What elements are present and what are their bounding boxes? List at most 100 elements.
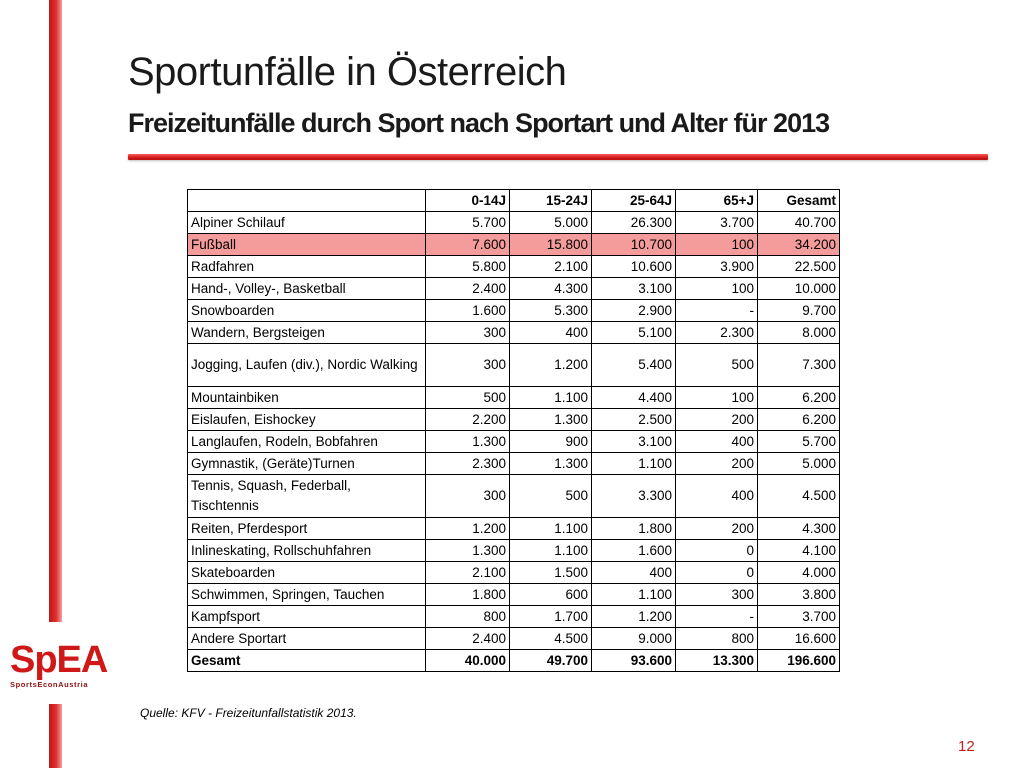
table-row: Langlaufen, Rodeln, Bobfahren 1.300 900 3.1…	[187, 430, 840, 453]
table-row: Hand-, Volley-, Basketball 2.400 4.300 3.10…	[187, 277, 840, 300]
table-row: Skateboarden 2.100 1.500 400 0 4.000	[187, 561, 840, 584]
cell-v1: 2.100	[509, 255, 592, 278]
cell-v1: 1.700	[509, 605, 592, 628]
title-underline-rule	[128, 154, 988, 160]
cell-total: 4.300	[757, 517, 840, 540]
table-row: Mountainbiken 500 1.100 4.400 100 6.200	[187, 386, 840, 409]
cell-v1: 15.800	[509, 233, 592, 256]
source-note: Quelle: KFV - Freizeitunfallstatistik 20…	[140, 706, 357, 720]
cell-v1: 1.300	[509, 452, 592, 475]
cell-total: 6.200	[757, 386, 840, 409]
row-label: Skateboarden	[187, 561, 426, 584]
row-label: Tennis, Squash, Federball, Tischtennis	[187, 474, 426, 518]
row-label: Alpiner Schilauf	[187, 211, 426, 234]
table-header-row: 0-14J 15-24J 25-64J 65+J Gesamt	[187, 189, 840, 212]
column-header-total: Gesamt	[757, 189, 840, 212]
cell-v1: 1.100	[509, 517, 592, 540]
row-label: Langlaufen, Rodeln, Bobfahren	[187, 430, 426, 453]
cell-v3: 400	[675, 430, 758, 453]
cell-v0: 300	[425, 321, 510, 344]
cell-total: 9.700	[757, 299, 840, 322]
cell-v1: 600	[509, 583, 592, 606]
cell-v3: 100	[675, 386, 758, 409]
column-header-age-15-24: 15-24J	[509, 189, 592, 212]
left-accent-bar	[49, 0, 62, 768]
column-header-sport	[187, 189, 426, 212]
cell-v2: 2.900	[591, 299, 676, 322]
cell-total: 3.700	[757, 605, 840, 628]
cell-v2: 1.100	[591, 452, 676, 475]
cell-v1: 5.000	[509, 211, 592, 234]
cell-v1: 1.500	[509, 561, 592, 584]
row-label: Hand-, Volley-, Basketball	[187, 277, 426, 300]
row-label: Radfahren	[187, 255, 426, 278]
injury-statistics-table: 0-14J 15-24J 25-64J 65+J Gesamt Alpiner …	[187, 189, 840, 672]
cell-total: 16.600	[757, 627, 840, 650]
cell-v3: -	[675, 299, 758, 322]
cell-v3: 3.700	[675, 211, 758, 234]
row-label: Andere Sportart	[187, 627, 426, 650]
cell-v1: 1.100	[509, 386, 592, 409]
cell-v3: 200	[675, 452, 758, 475]
cell-v1: 1.300	[509, 408, 592, 431]
total-label: Gesamt	[187, 649, 426, 672]
row-label: Jogging, Laufen (div.), Nordic Walking	[187, 343, 426, 387]
logo-wordmark: SpEA	[10, 639, 108, 681]
logo-subtext: SportsEconAustria	[10, 680, 89, 689]
slide-title: Sportunfälle in Österreich	[128, 50, 567, 94]
table-row: Tennis, Squash, Federball, Tischtennis 30…	[187, 474, 840, 518]
spea-logo: SpEA SportsEconAustria	[10, 640, 120, 692]
cell-v2: 1.600	[591, 539, 676, 562]
cell-total: 6.200	[757, 408, 840, 431]
cell-v1: 1.200	[509, 343, 592, 387]
row-label: Gymnastik, (Geräte)Turnen	[187, 452, 426, 475]
table-row: Inlineskating, Rollschuhfahren 1.300 1.100…	[187, 539, 840, 562]
total-cell-v3: 13.300	[675, 649, 758, 672]
cell-v3: 0	[675, 539, 758, 562]
column-header-age-25-64: 25-64J	[591, 189, 676, 212]
cell-v2: 3.300	[591, 474, 676, 518]
cell-total: 4.500	[757, 474, 840, 518]
cell-v1: 500	[509, 474, 592, 518]
cell-v0: 500	[425, 386, 510, 409]
cell-v1: 400	[509, 321, 592, 344]
cell-v0: 1.200	[425, 517, 510, 540]
cell-v1: 5.300	[509, 299, 592, 322]
table-row: Andere Sportart 2.400 4.500 9.000 800 16.600	[187, 627, 840, 650]
cell-v2: 5.100	[591, 321, 676, 344]
table-row: Eislaufen, Eishockey 2.200 1.300 2.500 200 6.…	[187, 408, 840, 431]
total-cell-v1: 49.700	[509, 649, 592, 672]
cell-v0: 2.100	[425, 561, 510, 584]
cell-v0: 1.300	[425, 430, 510, 453]
cell-total: 5.000	[757, 452, 840, 475]
row-label: Reiten, Pferdesport	[187, 517, 426, 540]
row-label: Fußball	[187, 233, 426, 256]
cell-v2: 400	[591, 561, 676, 584]
table-row: Wandern, Bergsteigen 300 400 5.100 2.300 8.00…	[187, 321, 840, 344]
column-header-age-0-14: 0-14J	[425, 189, 510, 212]
slide-subtitle: Freizeitunfälle durch Sport nach Sportar…	[128, 108, 830, 138]
table-total-row: Gesamt 40.000 49.700 93.600 13.300 196.600	[187, 649, 840, 672]
cell-v1: 1.100	[509, 539, 592, 562]
table-row: Schwimmen, Springen, Tauchen 1.800 600 1.10…	[187, 583, 840, 606]
cell-total: 34.200	[757, 233, 840, 256]
table-row: Jogging, Laufen (div.), Nordic Walking 30…	[187, 343, 840, 387]
cell-total: 8.000	[757, 321, 840, 344]
cell-v0: 1.300	[425, 539, 510, 562]
row-label: Eislaufen, Eishockey	[187, 408, 426, 431]
page-number: 12	[958, 738, 975, 755]
row-label: Wandern, Bergsteigen	[187, 321, 426, 344]
cell-v0: 300	[425, 343, 510, 387]
cell-v0: 5.800	[425, 255, 510, 278]
row-label: Kampfsport	[187, 605, 426, 628]
cell-v2: 5.400	[591, 343, 676, 387]
column-header-age-65-plus: 65+J	[675, 189, 758, 212]
table-row: Radfahren 5.800 2.100 10.600 3.900 22.500	[187, 255, 840, 278]
cell-v1: 900	[509, 430, 592, 453]
cell-v2: 26.300	[591, 211, 676, 234]
cell-v3: 500	[675, 343, 758, 387]
cell-v2: 2.500	[591, 408, 676, 431]
cell-total: 5.700	[757, 430, 840, 453]
cell-v3: 200	[675, 408, 758, 431]
cell-total: 22.500	[757, 255, 840, 278]
